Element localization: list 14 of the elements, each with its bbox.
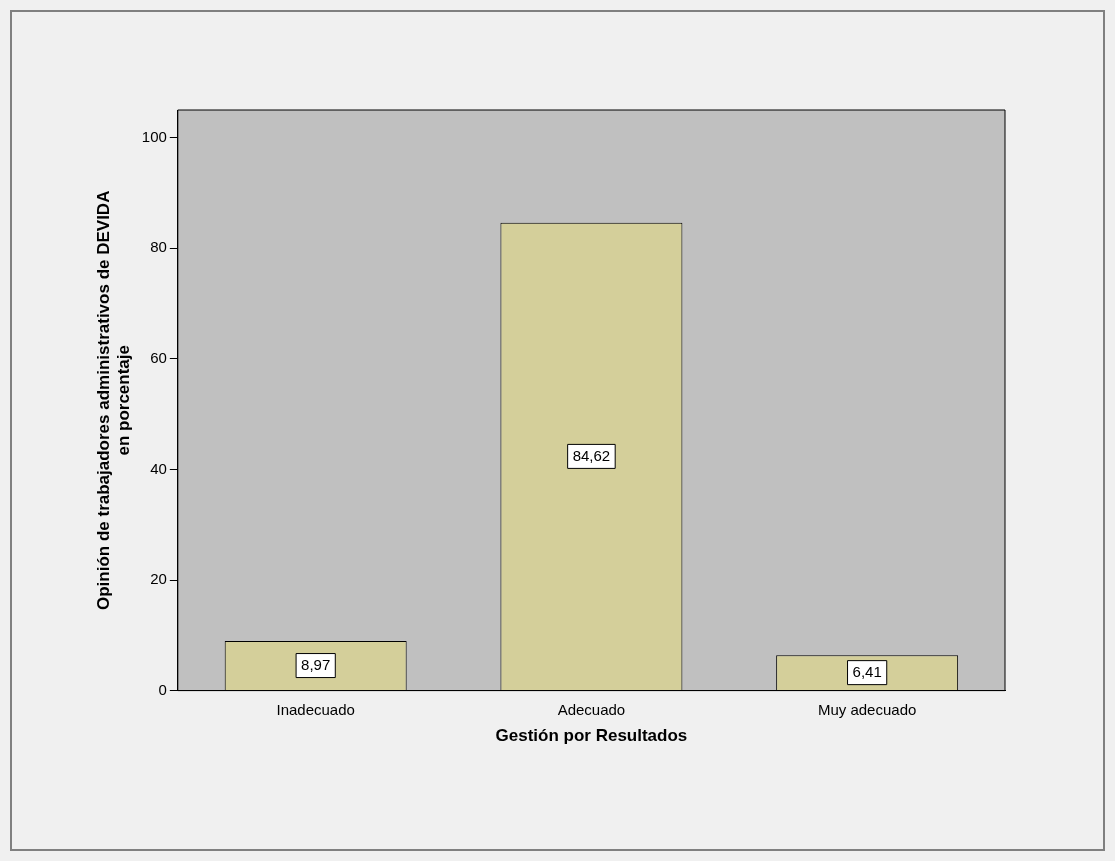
y-axis-title: Opinión de trabajadores administrativos de DEVIDA en porcentaje (93, 190, 134, 611)
y-tick-label: 40 (150, 459, 167, 477)
y-tick-label: 100 (141, 127, 167, 145)
y-tick-label: 60 (150, 348, 167, 366)
data-label: 8,97 (301, 655, 331, 673)
x-tick-label: Inadecuado (276, 700, 355, 718)
y-tick-label: 0 (158, 680, 167, 698)
data-label: 84,62 (572, 446, 611, 464)
y-tick-label: 80 (150, 238, 167, 256)
x-axis-title: Gestión por Resultados (495, 726, 688, 746)
y-tick-label: 20 (150, 570, 167, 588)
x-tick-label: Adecuado (557, 700, 626, 718)
x-tick-label: Muy adecuado (817, 700, 917, 718)
data-label: 6,41 (852, 662, 882, 680)
